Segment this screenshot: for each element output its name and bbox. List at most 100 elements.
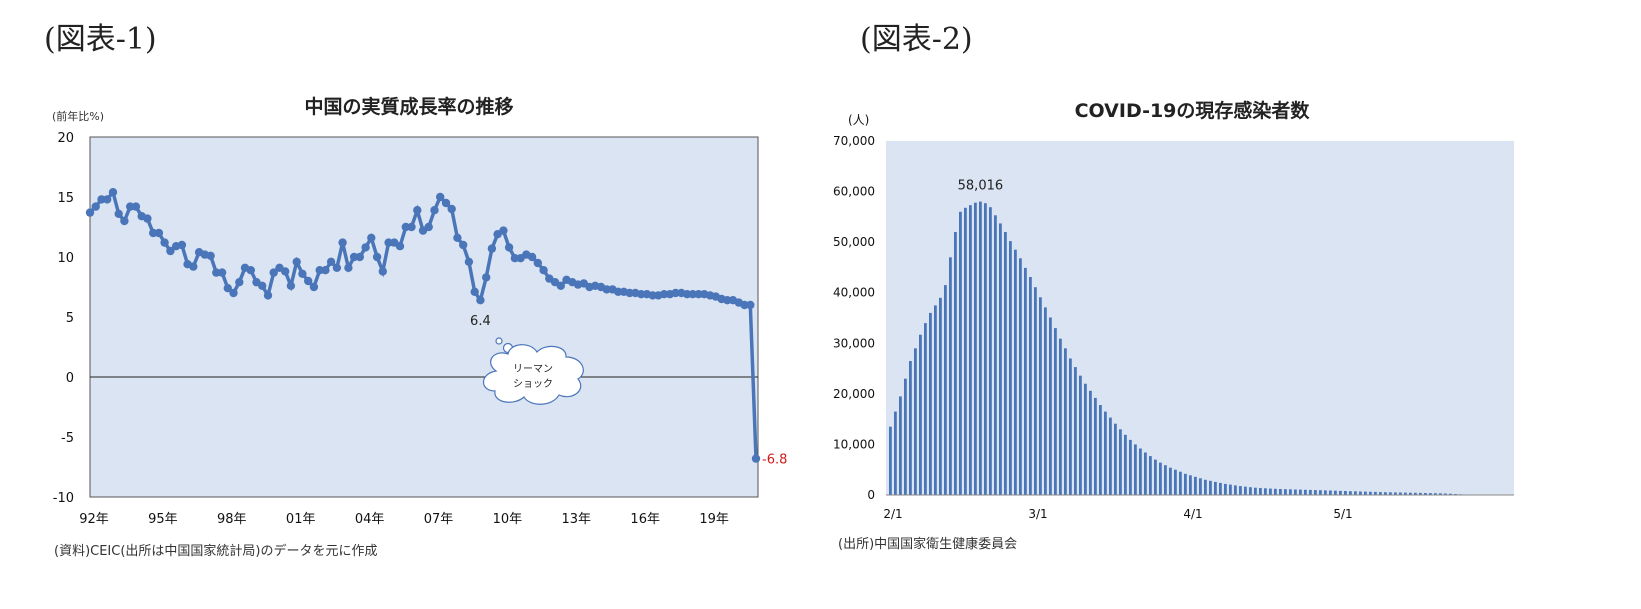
bar — [1389, 492, 1392, 495]
data-point — [659, 290, 669, 299]
x-tick-label: 95年 — [148, 512, 178, 527]
bar — [1094, 397, 1097, 495]
bar — [1074, 367, 1077, 495]
y-axis-ticks: 70,000 60,000 50,000 40,000 30,000 20,000 10,0… — [833, 134, 875, 502]
bar — [919, 334, 922, 495]
bar — [1194, 476, 1197, 495]
data-point — [355, 252, 364, 262]
bar — [1134, 444, 1137, 495]
data-point — [298, 269, 307, 278]
bar — [1234, 485, 1237, 495]
chart-title: 中国の実質成長率の推移 — [304, 95, 513, 118]
bar — [1244, 486, 1247, 495]
bar — [1419, 492, 1422, 495]
x-tick-label: 98年 — [217, 512, 247, 527]
bar — [1054, 328, 1057, 495]
bar — [1364, 491, 1367, 495]
data-point — [464, 257, 474, 266]
data-point — [286, 281, 296, 290]
data-point — [671, 288, 680, 298]
y-tick-label: 40,000 — [833, 286, 875, 300]
data-label-peak: 58,016 — [958, 179, 1004, 194]
bar — [1309, 489, 1312, 495]
data-point — [246, 266, 255, 275]
bar — [1294, 489, 1297, 495]
data-point — [206, 251, 215, 260]
data-point — [154, 228, 164, 238]
y-tick-label: 10 — [57, 251, 74, 266]
data-point — [476, 296, 485, 305]
bar — [1099, 405, 1102, 495]
x-tick-label: 07年 — [424, 512, 454, 527]
bar — [1114, 423, 1117, 495]
bar — [1104, 411, 1107, 495]
bar — [1414, 492, 1417, 495]
bar — [1324, 490, 1327, 495]
bar — [1024, 267, 1027, 495]
data-point — [212, 268, 221, 277]
bar — [1039, 297, 1042, 495]
bar — [1299, 489, 1302, 495]
bar — [1344, 491, 1347, 495]
data-point — [103, 195, 112, 204]
bar — [934, 305, 937, 495]
data-point — [321, 266, 330, 275]
bar — [1199, 478, 1202, 495]
bar — [1444, 493, 1447, 495]
x-tick-label: 04年 — [355, 512, 385, 527]
data-point — [436, 192, 445, 202]
bar — [989, 207, 992, 495]
y-axis-ticks: 20 15 10 5 0 -5 -10 — [53, 131, 74, 506]
bar — [1274, 488, 1277, 495]
data-point — [361, 243, 370, 252]
bar — [939, 297, 942, 495]
data-point — [229, 288, 238, 298]
bar — [1059, 338, 1062, 495]
bar — [1279, 489, 1282, 495]
bar — [929, 312, 932, 495]
x-tick-label: 92年 — [79, 512, 109, 527]
data-point — [114, 209, 123, 218]
data-point — [160, 238, 169, 247]
bar — [1004, 232, 1007, 495]
callout-text-line1: リーマン — [513, 364, 553, 375]
data-point — [263, 291, 273, 300]
data-points — [85, 188, 761, 463]
x-tick-label: 4/1 — [1183, 507, 1202, 521]
bar — [904, 378, 907, 495]
data-point — [453, 233, 462, 242]
bar — [1214, 481, 1217, 495]
bar — [1334, 490, 1337, 495]
data-point — [751, 454, 761, 463]
bar — [1359, 491, 1362, 495]
x-tick-label: 13年 — [562, 512, 592, 527]
data-point — [120, 216, 129, 226]
x-tick-label: 19年 — [699, 512, 729, 527]
bar — [999, 223, 1002, 495]
data-point — [332, 263, 342, 272]
data-point — [470, 287, 479, 296]
bar — [924, 323, 927, 495]
x-tick-label: 16年 — [630, 512, 660, 527]
bar — [984, 203, 987, 495]
bar — [1164, 465, 1167, 495]
bar — [1204, 479, 1207, 495]
y-tick-label: 70,000 — [833, 134, 875, 148]
data-point — [217, 268, 227, 277]
callout-dot — [495, 337, 503, 345]
bar — [944, 285, 947, 495]
bar — [1259, 488, 1262, 495]
y-axis-unit: (人) — [848, 113, 869, 127]
bar — [914, 348, 917, 495]
bar — [1044, 307, 1047, 495]
y-tick-label: -5 — [61, 431, 74, 446]
y-tick-label: 5 — [66, 311, 74, 326]
x-axis-ticks: 92年 95年 98年 01年 04年 07年 10年 13年 16年 19年 — [79, 512, 729, 527]
y-tick-label: -10 — [53, 491, 74, 506]
data-point — [235, 278, 244, 287]
bar — [1034, 287, 1037, 495]
bar — [1144, 452, 1147, 495]
data-point — [459, 240, 468, 250]
